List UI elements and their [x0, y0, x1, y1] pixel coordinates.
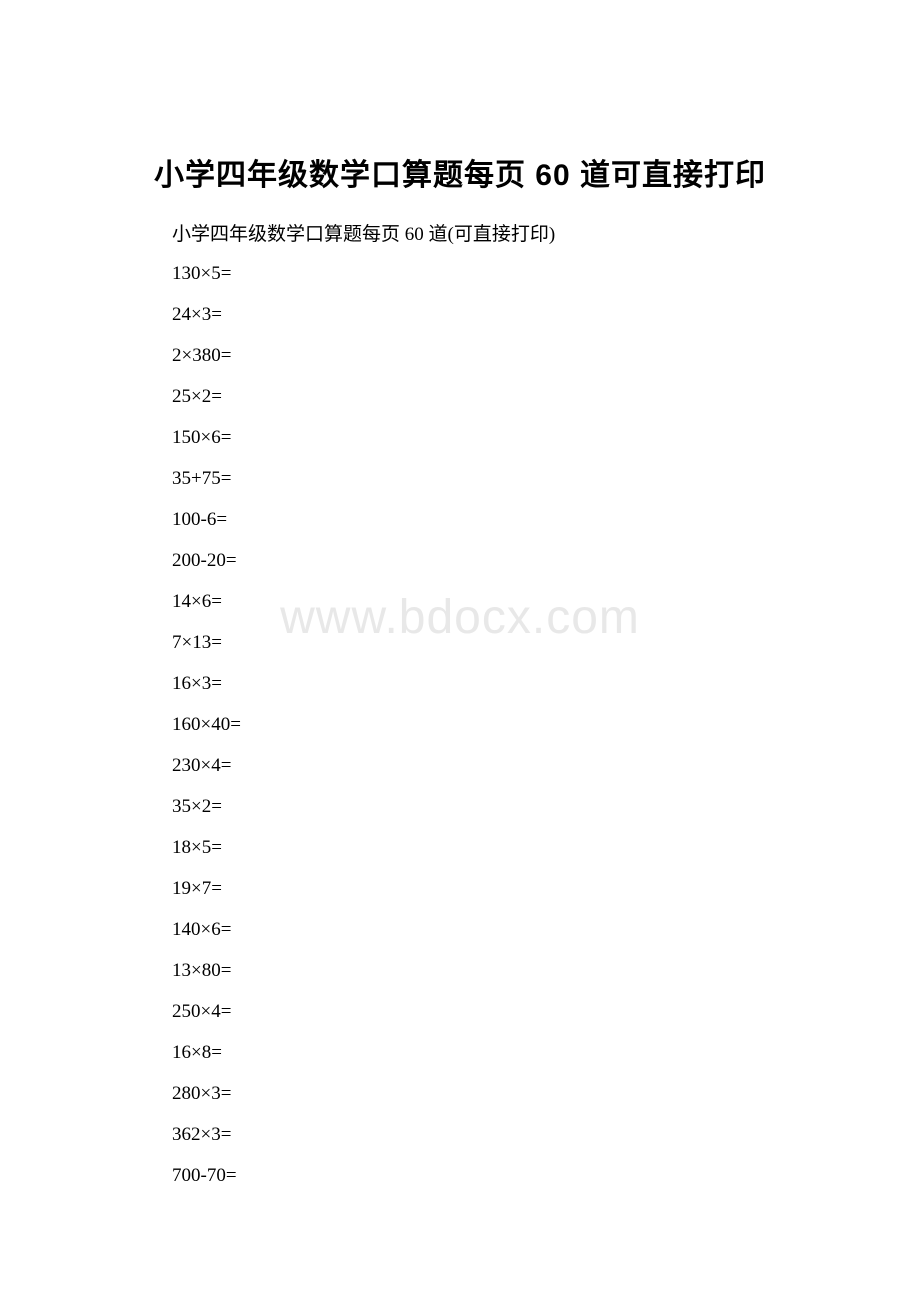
problem-item: 13×80=	[172, 961, 790, 980]
problem-item: 14×6=	[172, 592, 790, 611]
problem-item: 35×2=	[172, 797, 790, 816]
problem-item: 7×13=	[172, 633, 790, 652]
problem-item: 230×4=	[172, 756, 790, 775]
problem-item: 200-20=	[172, 551, 790, 570]
problem-item: 700-70=	[172, 1166, 790, 1185]
problem-item: 130×5=	[172, 264, 790, 283]
problem-item: 160×40=	[172, 715, 790, 734]
problem-item: 150×6=	[172, 428, 790, 447]
problem-item: 16×3=	[172, 674, 790, 693]
page-title: 小学四年级数学口算题每页 60 道可直接打印	[130, 150, 790, 194]
problem-item: 100-6=	[172, 510, 790, 529]
problem-item: 18×5=	[172, 838, 790, 857]
problem-item: 362×3=	[172, 1125, 790, 1144]
problem-item: 19×7=	[172, 879, 790, 898]
problem-item: 280×3=	[172, 1084, 790, 1103]
problem-item: 24×3=	[172, 305, 790, 324]
document-page: 小学四年级数学口算题每页 60 道可直接打印 小学四年级数学口算题每页 60 道…	[0, 0, 920, 1257]
problems-list: 130×5= 24×3= 2×380= 25×2= 150×6= 35+75= …	[130, 264, 790, 1185]
problem-item: 16×8=	[172, 1043, 790, 1062]
page-subtitle: 小学四年级数学口算题每页 60 道(可直接打印)	[130, 219, 790, 246]
problem-item: 35+75=	[172, 469, 790, 488]
problem-item: 2×380=	[172, 346, 790, 365]
problem-item: 25×2=	[172, 387, 790, 406]
problem-item: 140×6=	[172, 920, 790, 939]
problem-item: 250×4=	[172, 1002, 790, 1021]
